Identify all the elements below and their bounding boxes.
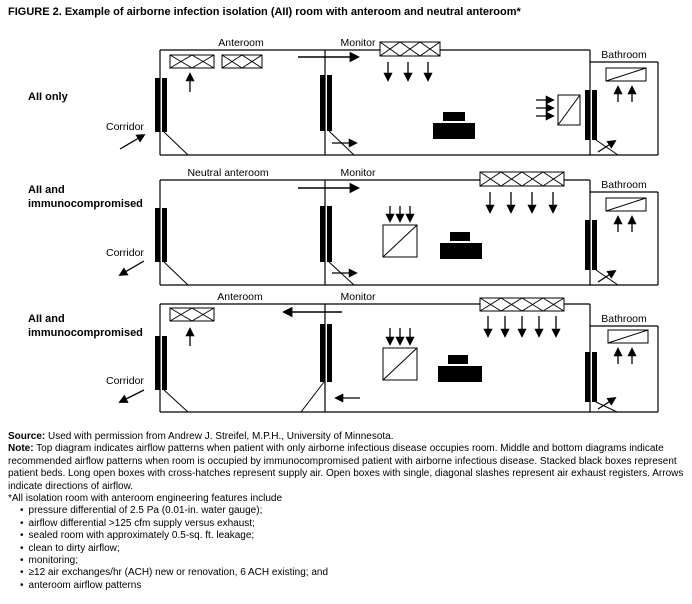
feature-item: • clean to dirty airflow; — [8, 543, 688, 555]
feature-text: clean to dirty airflow; — [28, 542, 120, 554]
airflow-arrow — [118, 306, 637, 410]
airflow-arrow — [119, 51, 637, 153]
exhaust-slash — [382, 197, 647, 258]
anteroom-label: Neutral anteroom — [187, 167, 268, 179]
exhaust-register — [557, 67, 647, 126]
diagram-aii-immunocompromised-anteroom: Anteroom Monitor Bathroom Corridor — [106, 291, 659, 413]
feature-text: ≥12 air exchanges/hr (ACH) new or renova… — [28, 567, 329, 579]
bathroom-label: Bathroom — [601, 179, 647, 191]
door-swing — [163, 261, 619, 286]
row-label-aii-only: AII only — [28, 91, 68, 103]
note-text: Top diagram indicates airflow patterns w… — [8, 443, 684, 492]
feature-text: pressure differential of 2.5 Pa (0.01-in… — [28, 505, 263, 517]
features-list: • pressure differential of 2.5 Pa (0.01-i… — [8, 505, 688, 592]
feature-item: • sealed room with approximately 0.5-sq. … — [8, 530, 688, 542]
bathroom-label: Bathroom — [601, 49, 647, 61]
feature-item: • ≥12 air exchanges/hr (ACH) new or renov… — [8, 567, 688, 579]
feature-text: sealed room with approximately 0.5-sq. f… — [28, 530, 255, 542]
monitor-label: Monitor — [340, 37, 376, 49]
anteroom-label: Anteroom — [217, 291, 263, 303]
exhaust-register — [382, 197, 647, 258]
feature-item: • airflow differential >125 cfm supply ve… — [8, 518, 688, 530]
bullet-glyph: • — [20, 567, 24, 579]
diagram-aii-only: Anteroom Monitor Bathroom Corridor — [106, 37, 659, 156]
patient-bed — [438, 355, 482, 382]
bullet-glyph: • — [20, 505, 24, 517]
feature-item: • monitoring; — [8, 555, 688, 567]
row-label-aii-immunocompromised-2: AII and immunocompromised — [28, 313, 143, 339]
anteroom-label: Anteroom — [218, 37, 264, 49]
monitor-label: Monitor — [340, 291, 376, 303]
supply-crosshatch — [169, 297, 565, 322]
monitor-label: Monitor — [340, 167, 376, 179]
door — [155, 324, 597, 402]
feature-text: airflow differential >125 cfm supply ver… — [28, 517, 255, 529]
door-swing — [163, 130, 619, 156]
feature-item: • pressure differential of 2.5 Pa (0.01-i… — [8, 505, 688, 517]
door — [155, 206, 597, 270]
figure-caption: Source: Used with permission from Andrew… — [8, 431, 688, 592]
note-line: Note: Top diagram indicates airflow patt… — [8, 443, 688, 493]
source-text: Used with permission from Andrew J. Stre… — [45, 431, 394, 442]
note-label: Note: — [8, 443, 34, 455]
bullet-glyph: • — [20, 542, 24, 554]
supply-diffuser — [169, 41, 441, 69]
airflow-arrow — [118, 182, 637, 283]
feature-item: • anteroom airflow patterns — [8, 580, 688, 592]
bullet-glyph: • — [20, 517, 24, 529]
bullet-glyph: • — [20, 555, 24, 567]
figure-title: FIGURE 2. Example of airborne infection … — [8, 6, 521, 18]
supply-crosshatch — [479, 171, 565, 187]
features-intro: *All isolation room with anteroom engine… — [8, 493, 283, 505]
bullet-glyph: • — [20, 579, 24, 591]
source-label: Source: — [8, 431, 46, 442]
row-label-aii-immunocompromised-1: AII and immunocompromised — [28, 184, 143, 210]
door — [155, 75, 597, 140]
source-line: Source: Used with permission from Andrew… — [8, 431, 688, 443]
supply-diffuser — [169, 297, 565, 322]
patient-bed — [433, 112, 475, 139]
supply-diffuser — [479, 171, 565, 187]
feature-text: monitoring; — [28, 555, 78, 567]
diagram-aii-immunocompromised-neutral: Neutral anteroom Monitor Bathroom Corrid… — [106, 167, 659, 286]
exhaust-slash — [382, 329, 649, 381]
bathroom-label: Bathroom — [601, 313, 647, 325]
exhaust-register — [382, 329, 649, 381]
patient-bed — [440, 232, 482, 259]
exhaust-slash — [557, 67, 647, 126]
corridor-label: Corridor — [106, 375, 144, 387]
door-swing — [163, 381, 618, 413]
corridor-label: Corridor — [106, 121, 144, 133]
feature-text: anteroom airflow patterns — [28, 579, 142, 591]
corridor-label: Corridor — [106, 247, 144, 259]
bullet-glyph: • — [20, 530, 24, 542]
supply-crosshatch — [169, 41, 441, 69]
